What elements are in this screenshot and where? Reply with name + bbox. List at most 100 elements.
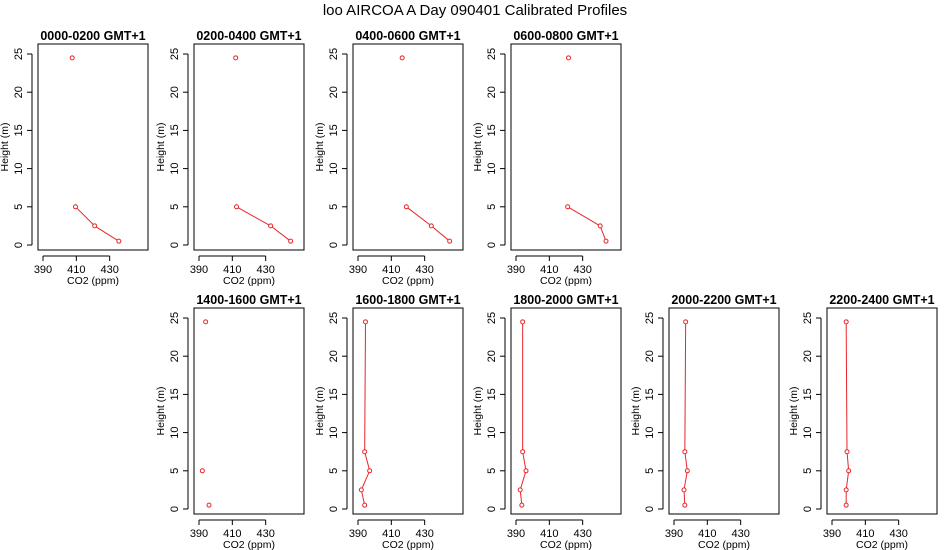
profile-segment: [683, 470, 688, 490]
y-tick-label: 15: [328, 388, 340, 400]
data-point: [367, 468, 373, 474]
data-point: [682, 502, 688, 508]
plot-box: [826, 307, 938, 515]
x-axis-label: CO2 (ppm): [698, 539, 750, 550]
data-point: [520, 449, 526, 455]
data-point: [362, 502, 368, 508]
y-tick-label: 5: [644, 468, 656, 474]
y-tick-label: 10: [328, 426, 340, 438]
data-point: [597, 223, 603, 229]
data-point: [73, 204, 78, 210]
y-tick-label: 5: [169, 204, 181, 210]
data-point: [363, 319, 368, 325]
y-tick-label: 20: [328, 86, 340, 98]
y-tick-label: 0: [169, 506, 181, 512]
profile-segment: [519, 489, 523, 506]
plot-box: [37, 43, 149, 251]
plot-box: [510, 307, 622, 515]
profile-segment: [845, 321, 848, 452]
data-point: [523, 468, 529, 474]
data-point: [199, 468, 205, 474]
y-axis-label: Height (m): [630, 386, 642, 435]
profile-segment: [684, 321, 687, 452]
panel-title: 1600-1800 GMT+1: [355, 293, 460, 307]
data-point: [116, 238, 122, 244]
profile-segment: [75, 206, 96, 227]
profile-segment: [519, 470, 527, 491]
profile-segment: [683, 489, 686, 506]
data-point: [358, 487, 364, 493]
y-axis-label: Height (m): [472, 122, 484, 171]
data-point: [683, 319, 689, 325]
profile-segment: [684, 451, 688, 471]
y-tick-label: 15: [802, 388, 814, 400]
data-point: [681, 487, 687, 493]
x-tick-label: 430: [256, 528, 274, 540]
x-tick-label: 430: [731, 528, 749, 540]
x-tick-label: 430: [889, 528, 907, 540]
x-tick-label: 430: [415, 528, 433, 540]
y-tick-label: 0: [328, 506, 340, 512]
profile-segment: [236, 206, 271, 227]
profile-segment: [406, 206, 432, 227]
x-tick-label: 410: [223, 264, 241, 276]
y-tick-label: 0: [328, 242, 340, 248]
data-point: [684, 468, 690, 474]
data-point: [844, 449, 850, 455]
panel-title: 0000-0200 GMT+1: [40, 29, 145, 43]
y-tick-label: 25: [486, 312, 498, 324]
y-tick-label: 20: [644, 350, 656, 362]
y-tick-label: 5: [328, 204, 340, 210]
y-tick-label: 25: [13, 48, 25, 60]
y-tick-label: 15: [328, 124, 340, 136]
x-tick-label: 390: [507, 528, 525, 540]
data-point: [843, 319, 849, 325]
data-point: [603, 238, 609, 244]
panel-title: 1400-1600 GMT+1: [196, 293, 301, 307]
y-tick-label: 0: [169, 242, 181, 248]
y-axis-label: Height (m): [155, 386, 167, 435]
data-point: [520, 319, 526, 325]
data-point: [566, 55, 571, 61]
y-tick-label: 20: [169, 86, 181, 98]
y-tick-label: 0: [644, 506, 656, 512]
y-axis-label: Height (m): [155, 122, 167, 171]
x-tick-label: 410: [540, 264, 558, 276]
data-point: [399, 55, 405, 61]
y-axis-label: Height (m): [472, 386, 484, 435]
data-point: [206, 502, 212, 508]
x-tick-label: 390: [349, 528, 367, 540]
data-point: [288, 238, 294, 244]
x-axis-label: CO2 (ppm): [382, 275, 434, 287]
profile-segment: [360, 470, 371, 491]
panel-title: 0200-0400 GMT+1: [196, 29, 301, 43]
profile-segment: [567, 206, 601, 227]
y-tick-label: 25: [644, 312, 656, 324]
x-axis-label: CO2 (ppm): [540, 275, 592, 287]
panel-title: 1800-2000 GMT+1: [513, 293, 618, 307]
x-tick-label: 390: [823, 528, 841, 540]
profile-segment: [364, 321, 366, 452]
x-tick-label: 390: [190, 264, 208, 276]
y-tick-label: 25: [486, 48, 498, 60]
y-tick-label: 25: [169, 48, 181, 60]
y-tick-label: 10: [328, 162, 340, 174]
x-axis-label: CO2 (ppm): [540, 539, 592, 550]
y-axis-label: Height (m): [788, 386, 800, 435]
data-point: [517, 487, 523, 493]
y-tick-label: 0: [486, 506, 498, 512]
y-tick-label: 5: [486, 204, 498, 210]
profile-segment: [845, 470, 850, 490]
y-tick-label: 15: [644, 388, 656, 400]
data-point: [403, 204, 409, 210]
data-point: [362, 449, 368, 455]
data-point: [234, 204, 239, 210]
y-tick-label: 20: [13, 86, 25, 98]
